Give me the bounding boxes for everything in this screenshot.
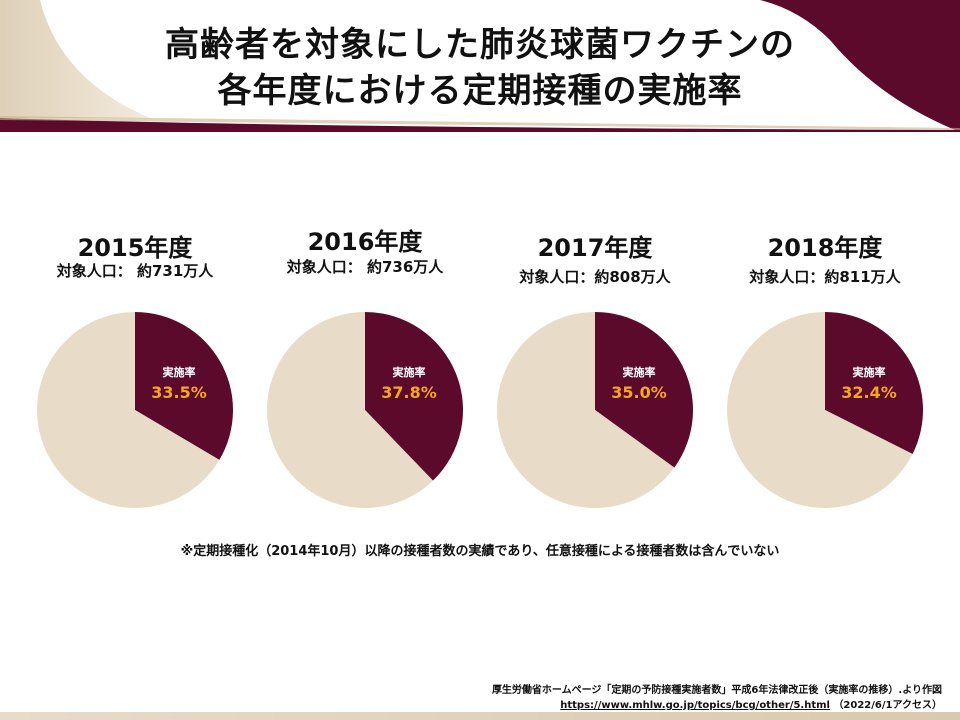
source-access-date: （2022/6/1アクセス）: [833, 700, 942, 711]
chart-subtitle: 対象人口： 約736万人: [286, 258, 444, 276]
title-line-2: 各年度における定期接種の実施率: [217, 71, 743, 111]
pie-chart: 実施率 37.8%: [267, 312, 463, 508]
slice-value-label: 32.4%: [841, 383, 897, 402]
page-title: 高齢者を対象にした肺炎球菌ワクチンの 各年度における定期接種の実施率: [0, 22, 960, 114]
pie-chart: 実施率 32.4%: [727, 312, 923, 508]
slice-value-label: 37.8%: [381, 383, 437, 402]
chart-title: 2015年度: [77, 234, 193, 262]
pie-slice-rate: [595, 312, 693, 468]
header-banner: 高齢者を対象にした肺炎球菌ワクチンの 各年度における定期接種の実施率: [0, 0, 960, 132]
pie-slice-remainder: [36, 312, 220, 508]
slice-label: 実施率: [393, 365, 426, 379]
header-decoration: [0, 0, 960, 132]
slice-label: 実施率: [853, 365, 886, 379]
chart-title: 2018年度: [767, 234, 883, 262]
chart-2018: 2018年度 対象人口：約811万人 実施率 32.4%: [710, 222, 940, 522]
pie-chart: 実施率 35.0%: [496, 312, 693, 508]
slice-label: 実施率: [163, 365, 196, 379]
chart-2017: 2017年度 対象人口：約808万人 実施率 35.0%: [480, 222, 710, 522]
chart-2016: 2016年度 対象人口： 約736万人 実施率 37.8%: [250, 222, 480, 522]
source-text: 厚生労働省ホームページ「定期の予防接種実施者数」平成6年法律改正後（実施率の推移…: [491, 685, 942, 696]
chart-2015: 2015年度 対象人口： 約731万人 実施率 33.5%: [20, 222, 250, 522]
chart-title: 2017年度: [537, 234, 653, 262]
chart-subtitle: 対象人口：約811万人: [749, 268, 901, 286]
pie-slice-remainder: [496, 312, 675, 508]
pie-slice-rate: [825, 312, 923, 454]
bottom-bar: [0, 712, 960, 720]
slice-value-label: 35.0%: [611, 383, 667, 402]
chart-title: 2016年度: [307, 228, 423, 256]
source-citation: 厚生労働省ホームページ「定期の予防接種実施者数」平成6年法律改正後（実施率の推移…: [492, 683, 942, 713]
chart-subtitle: 対象人口：約808万人: [519, 268, 671, 286]
pie-slice-rate: [365, 312, 463, 481]
pie-slice-rate: [135, 312, 234, 460]
slice-value-label: 33.5%: [151, 383, 207, 402]
pie-chart: 実施率 33.5%: [36, 312, 234, 508]
pie-slice-remainder: [267, 312, 433, 508]
title-line-1: 高齢者を対象にした肺炎球菌ワクチンの: [165, 25, 795, 65]
slice-label: 実施率: [623, 365, 656, 379]
pie-slice-remainder: [727, 312, 913, 508]
footnote: ※定期接種化（2014年10月）以降の接種者数の実績であり、任意接種による接種者…: [180, 544, 780, 559]
chart-subtitle: 対象人口： 約731万人: [56, 262, 214, 280]
source-link[interactable]: https://www.mhlw.go.jp/topics/bcg/other/…: [560, 700, 830, 711]
